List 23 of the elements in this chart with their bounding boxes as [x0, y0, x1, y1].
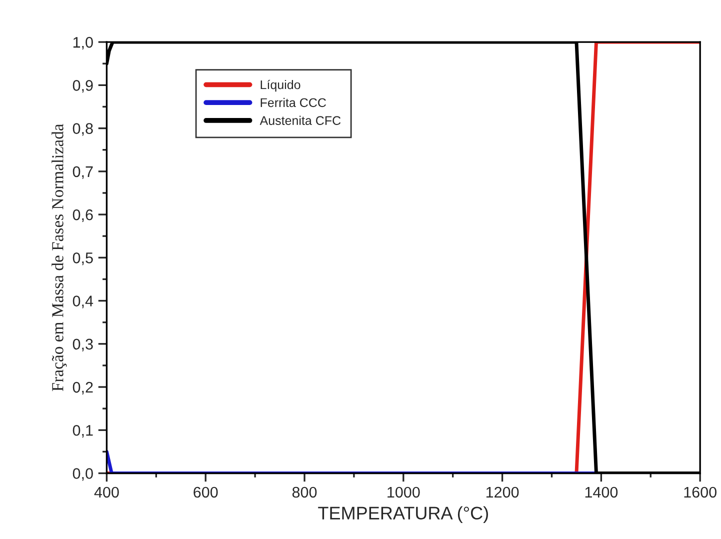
y-tick-label: 0,1: [72, 424, 93, 438]
y-tick-label: 0,3: [72, 338, 93, 352]
y-tick-label: 0,9: [72, 80, 93, 93]
x-tick-label: 1400: [585, 486, 618, 498]
x-tick-label: 1600: [684, 486, 716, 498]
y-tick-label: 0,7: [72, 166, 93, 179]
legend-label: Líquido: [260, 80, 300, 92]
y-tick-label: 0,2: [72, 382, 93, 394]
x-tick-label: 400: [94, 486, 119, 498]
x-tick-label: 1200: [486, 486, 519, 498]
y-tick-label: 1,0: [73, 36, 93, 50]
y-tick-label: 0,6: [72, 209, 93, 222]
legend-label: Ferrita CCC: [260, 98, 326, 108]
x-tick-label: 1000: [388, 486, 420, 498]
y-tick-label: 0,4: [72, 296, 94, 308]
y-tick-label: 0,0: [72, 468, 93, 481]
y-tick-label: 0,5: [72, 252, 93, 266]
y-tick-label: 0,8: [72, 123, 93, 136]
x-axis-title: TEMPERATURA (°C): [318, 506, 488, 524]
x-tick-label: 600: [194, 486, 218, 498]
y-axis-title: Fração em Massa de Fases Normalizada: [52, 124, 67, 392]
x-tick-label: 800: [292, 486, 317, 498]
legend-label: Austenita CFC: [260, 116, 341, 125]
